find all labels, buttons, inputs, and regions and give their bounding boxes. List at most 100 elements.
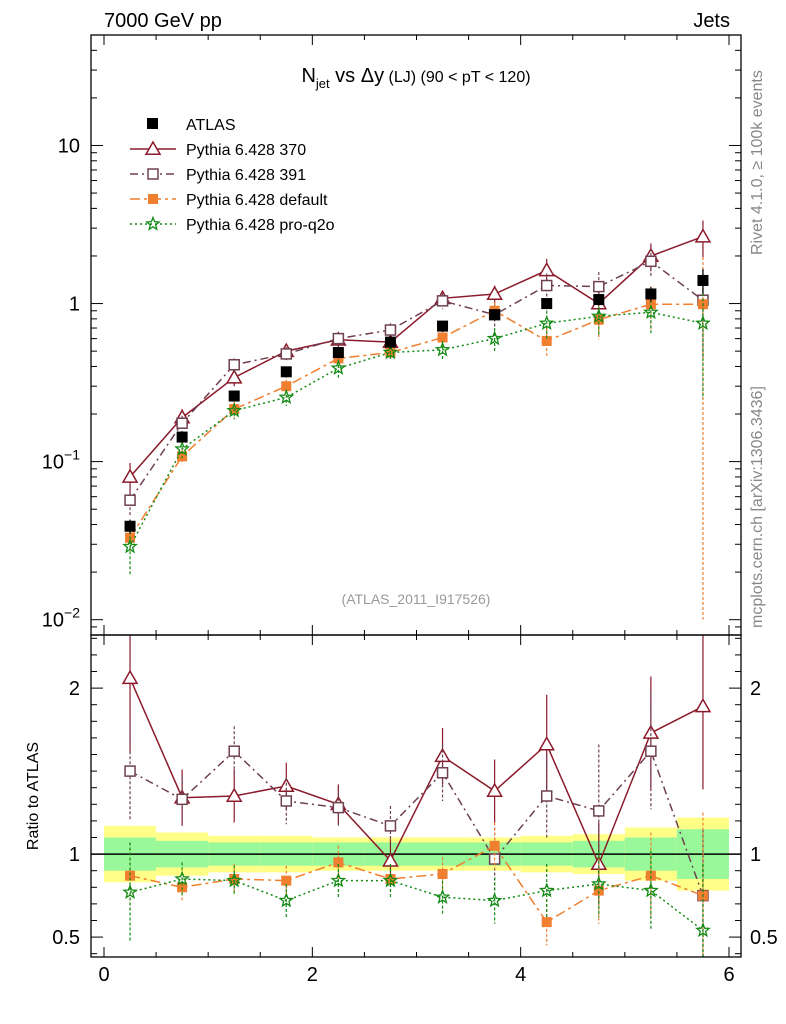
data-point bbox=[486, 330, 503, 346]
legend-marker bbox=[145, 215, 161, 231]
ratio-plot-frame bbox=[90, 634, 742, 958]
data-point bbox=[437, 320, 449, 332]
ratio-point bbox=[225, 787, 243, 802]
series-line-ratio bbox=[129, 878, 704, 931]
series-line-main bbox=[129, 303, 703, 539]
legend-label: Pythia 6.428 pro-q2o bbox=[186, 217, 335, 234]
x-tick-label: 2 bbox=[307, 964, 318, 986]
ratio-point bbox=[434, 888, 451, 904]
title-middle: vs Δy bbox=[330, 65, 384, 87]
data-point bbox=[330, 359, 347, 375]
ratio-point bbox=[590, 875, 607, 891]
ratio-point bbox=[122, 884, 138, 899]
legend-entry-3: Pythia 6.428 pro-q2o bbox=[130, 215, 335, 234]
ratio-point bbox=[538, 882, 555, 898]
legend: ATLAS Pythia 6.428 370 Pythia 6.428 391 Pyt… bbox=[130, 117, 335, 234]
ratio-point bbox=[226, 872, 243, 888]
legend-marker bbox=[147, 118, 158, 129]
data-point bbox=[384, 324, 397, 336]
legend-entry-0: Pythia 6.428 370 bbox=[130, 140, 306, 159]
data-point bbox=[332, 332, 345, 345]
data-point bbox=[697, 274, 709, 286]
y-tick-base: 10 bbox=[58, 135, 80, 157]
ratio-y-tick-label: 1 bbox=[69, 844, 80, 866]
data-point bbox=[278, 389, 295, 405]
series-line-main bbox=[129, 311, 704, 547]
ratio-y-tick-label-right: 0.5 bbox=[750, 927, 778, 949]
ratio-point bbox=[278, 892, 295, 908]
data-point bbox=[593, 280, 605, 293]
ratio-point bbox=[228, 745, 240, 757]
data-point bbox=[642, 303, 659, 320]
y-tick-label: 10−1 bbox=[42, 447, 80, 474]
ratio-point bbox=[176, 793, 188, 806]
data-point bbox=[176, 417, 188, 429]
data-point bbox=[280, 348, 293, 360]
series-atlas bbox=[124, 269, 709, 534]
ratio-axis-label: Ratio to ATLAS bbox=[25, 742, 42, 850]
data-point bbox=[225, 369, 243, 384]
legend-label: Pythia 6.428 default bbox=[186, 192, 328, 209]
data-point bbox=[228, 390, 240, 402]
legend-label: Pythia 6.428 391 bbox=[186, 167, 306, 184]
rivet-version-label: Rivet 4.1.0, ≥ 100k events bbox=[749, 70, 766, 255]
data-point bbox=[228, 359, 240, 371]
ratio-point bbox=[330, 872, 347, 888]
x-tick-label: 0 bbox=[98, 964, 109, 986]
data-point bbox=[384, 336, 396, 348]
series-0 bbox=[121, 220, 712, 906]
legend-marker bbox=[148, 194, 158, 204]
data-point bbox=[590, 307, 607, 324]
data-point bbox=[489, 309, 501, 321]
y-tick-label: 10 bbox=[58, 135, 80, 157]
title-tag: (LJ) bbox=[384, 69, 416, 86]
series-line-main bbox=[129, 235, 704, 478]
data-point bbox=[280, 366, 292, 378]
data-point bbox=[382, 344, 399, 360]
chart-title: Njet vs Δy (LJ) (90 < pT < 120) bbox=[301, 65, 530, 91]
data-point bbox=[645, 255, 657, 268]
analysis-id-label: (ATLAS_2011_I917526) bbox=[342, 591, 491, 607]
x-tick-label: 4 bbox=[515, 964, 526, 986]
ratio-point bbox=[281, 875, 292, 886]
ratio-point bbox=[332, 801, 345, 814]
y-tick-base: 1 bbox=[69, 294, 80, 316]
data-point bbox=[437, 332, 448, 343]
series-line-ratio bbox=[129, 749, 704, 896]
data-point bbox=[226, 402, 243, 418]
data-point bbox=[122, 538, 138, 554]
data-point bbox=[434, 341, 451, 357]
ratio-point bbox=[174, 870, 190, 886]
ratio-point bbox=[280, 795, 293, 807]
legend-entry-atlas: ATLAS bbox=[147, 117, 236, 134]
data-point bbox=[436, 295, 449, 307]
mcplots-label: mcplots.cern.ch [arXiv:1306.3436] bbox=[749, 386, 766, 628]
ratio-point bbox=[486, 782, 503, 798]
header-energy-label: 7000 GeV pp bbox=[104, 10, 222, 32]
ratio-y-tick-label-right: 1 bbox=[750, 844, 761, 866]
title-main: N bbox=[301, 65, 315, 87]
ratio-point bbox=[593, 805, 605, 817]
x-tick-label: 6 bbox=[723, 964, 734, 986]
title-subscript: jet bbox=[315, 76, 330, 91]
ratio-point bbox=[642, 724, 660, 739]
ratio-point bbox=[437, 869, 448, 880]
ratio-y-tick-label: 2 bbox=[69, 678, 80, 700]
ratio-y-tick-label-right: 2 bbox=[750, 678, 761, 700]
ratio-point bbox=[382, 872, 399, 888]
y-tick-label: 10−2 bbox=[42, 605, 80, 632]
ratio-point bbox=[694, 697, 712, 713]
header-category-label: Jets bbox=[693, 10, 730, 32]
data-point bbox=[694, 228, 712, 243]
data-point bbox=[540, 279, 553, 292]
ratio-point bbox=[384, 820, 397, 832]
data-point bbox=[486, 285, 503, 300]
ratio-point bbox=[486, 892, 503, 908]
series-line-ratio bbox=[129, 844, 704, 924]
series-layer bbox=[121, 220, 712, 957]
y-tick-base: 10 bbox=[42, 452, 64, 474]
ratio-point bbox=[121, 669, 139, 685]
data-point bbox=[645, 288, 657, 300]
